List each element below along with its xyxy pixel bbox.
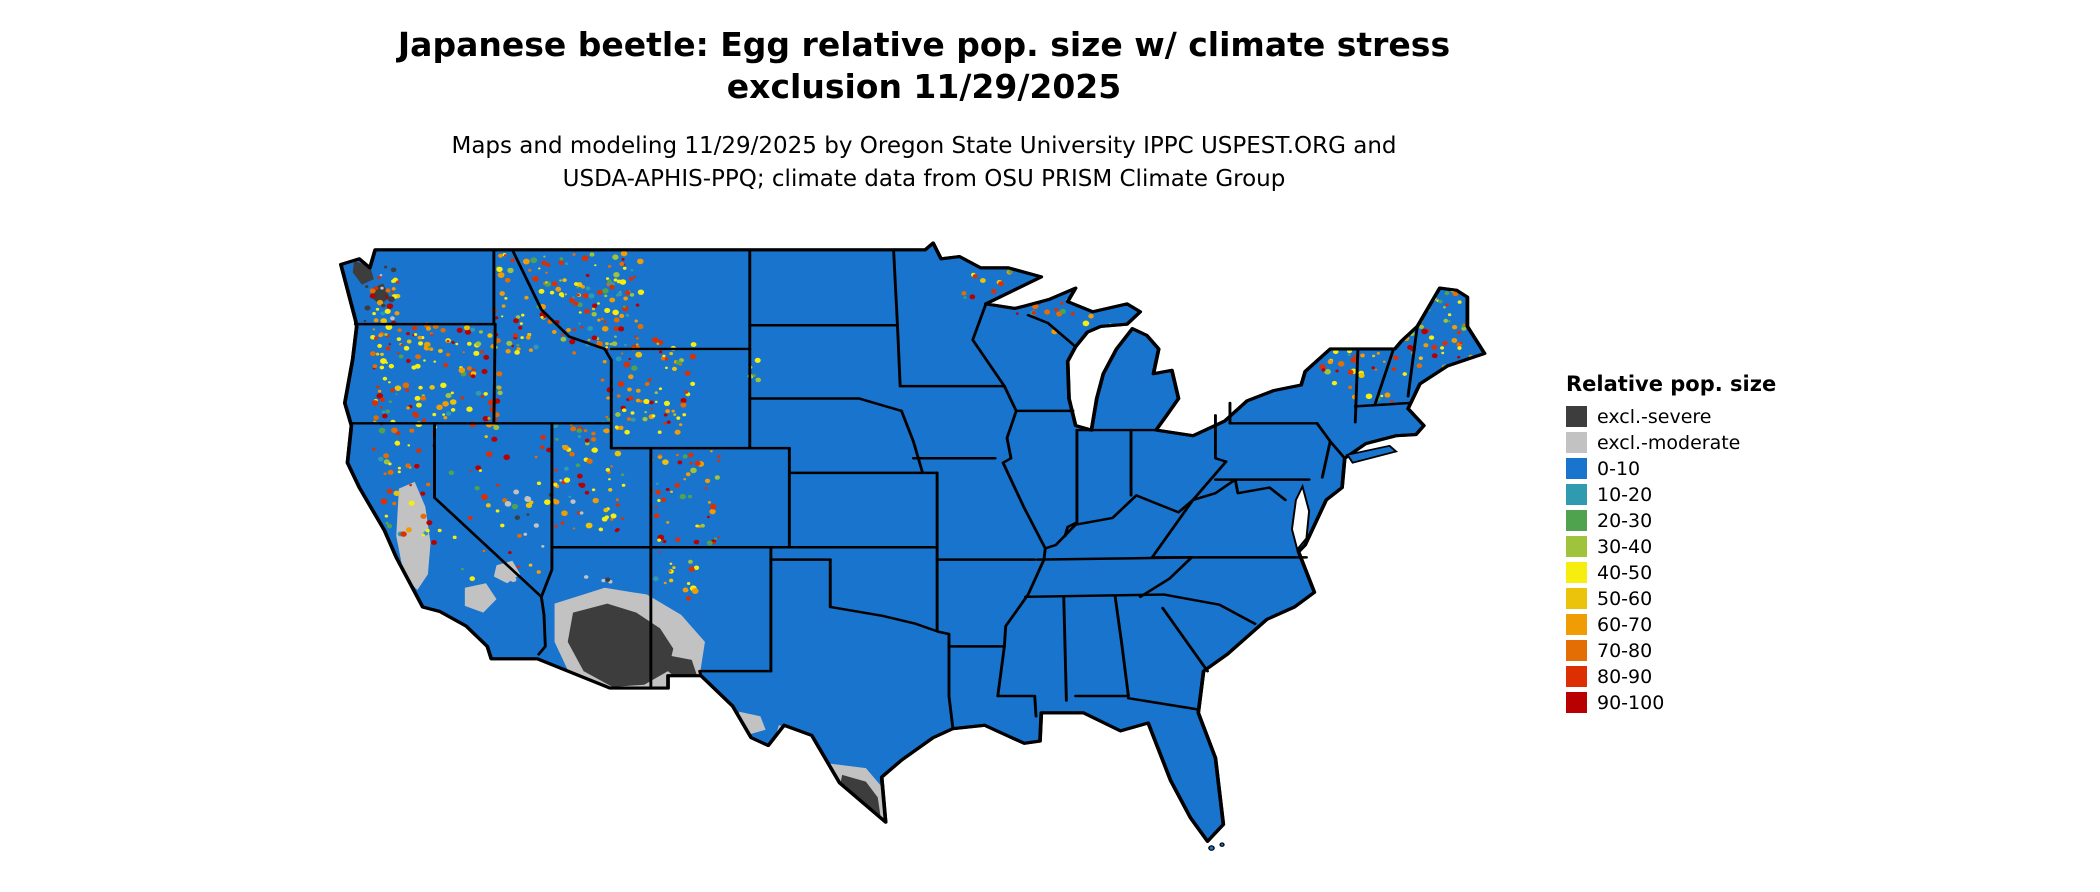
legend-item-label: 10-20 xyxy=(1597,483,1653,506)
legend-swatch xyxy=(1566,562,1587,583)
legend-item-label: 30-40 xyxy=(1597,535,1653,558)
legend-swatch xyxy=(1566,588,1587,609)
legend-swatch xyxy=(1566,510,1587,531)
legend-swatch xyxy=(1566,536,1587,557)
legend-swatch xyxy=(1566,484,1587,505)
legend-item: 70-80 xyxy=(1566,638,1776,663)
legend-item-label: excl.-moderate xyxy=(1597,431,1741,454)
page-title-line1: Japanese beetle: Egg relative pop. size … xyxy=(397,25,1451,64)
page-title-line2: exclusion 11/29/2025 xyxy=(726,67,1122,107)
legend-items: excl.-severe excl.-moderate 0-10 10-20 20-30… xyxy=(1566,404,1776,715)
legend-item-label: 20-30 xyxy=(1597,509,1653,532)
legend-item: 60-70 xyxy=(1566,612,1776,637)
legend-item: 0-10 xyxy=(1566,456,1776,481)
legend-item: 90-100 xyxy=(1566,690,1776,715)
legend-title: Relative pop. size xyxy=(1566,372,1777,396)
legend-item: 50-60 xyxy=(1566,586,1776,611)
legend-swatch xyxy=(1566,666,1587,687)
page-subtitle-line2: USDA-APHIS-PPQ; climate data from OSU PR… xyxy=(562,165,1286,192)
legend-swatch xyxy=(1566,432,1587,453)
legend-item: excl.-severe xyxy=(1566,404,1776,429)
page-subtitle-line1: Maps and modeling 11/29/2025 by Oregon S… xyxy=(451,133,1397,160)
legend: Relative pop. size excl.-severe excl.-mod… xyxy=(1566,372,1776,716)
legend-item: 80-90 xyxy=(1566,664,1776,689)
header: Japanese beetle: Egg relative pop. size … xyxy=(0,24,1848,195)
legend-item-label: excl.-severe xyxy=(1597,405,1712,428)
legend-item: excl.-moderate xyxy=(1566,430,1776,455)
legend-item-label: 60-70 xyxy=(1597,613,1653,636)
legend-item: 40-50 xyxy=(1566,560,1776,585)
legend-swatch xyxy=(1566,406,1587,427)
legend-item: 20-30 xyxy=(1566,508,1776,533)
legend-item: 30-40 xyxy=(1566,534,1776,559)
legend-item-label: 70-80 xyxy=(1597,639,1653,662)
legend-swatch xyxy=(1566,692,1587,713)
legend-item-label: 40-50 xyxy=(1597,561,1653,584)
legend-item: 10-20 xyxy=(1566,482,1776,507)
legend-item-label: 50-60 xyxy=(1597,587,1653,610)
legend-item-label: 90-100 xyxy=(1597,691,1665,714)
legend-swatch xyxy=(1566,614,1587,635)
us-map xyxy=(339,241,1487,851)
legend-swatch xyxy=(1566,640,1587,661)
legend-item-label: 80-90 xyxy=(1597,665,1653,688)
legend-swatch xyxy=(1566,458,1587,479)
legend-item-label: 0-10 xyxy=(1597,457,1641,480)
page-title: Japanese beetle: Egg relative pop. size … xyxy=(0,24,1848,108)
page-subtitle: Maps and modeling 11/29/2025 by Oregon S… xyxy=(0,130,1848,194)
